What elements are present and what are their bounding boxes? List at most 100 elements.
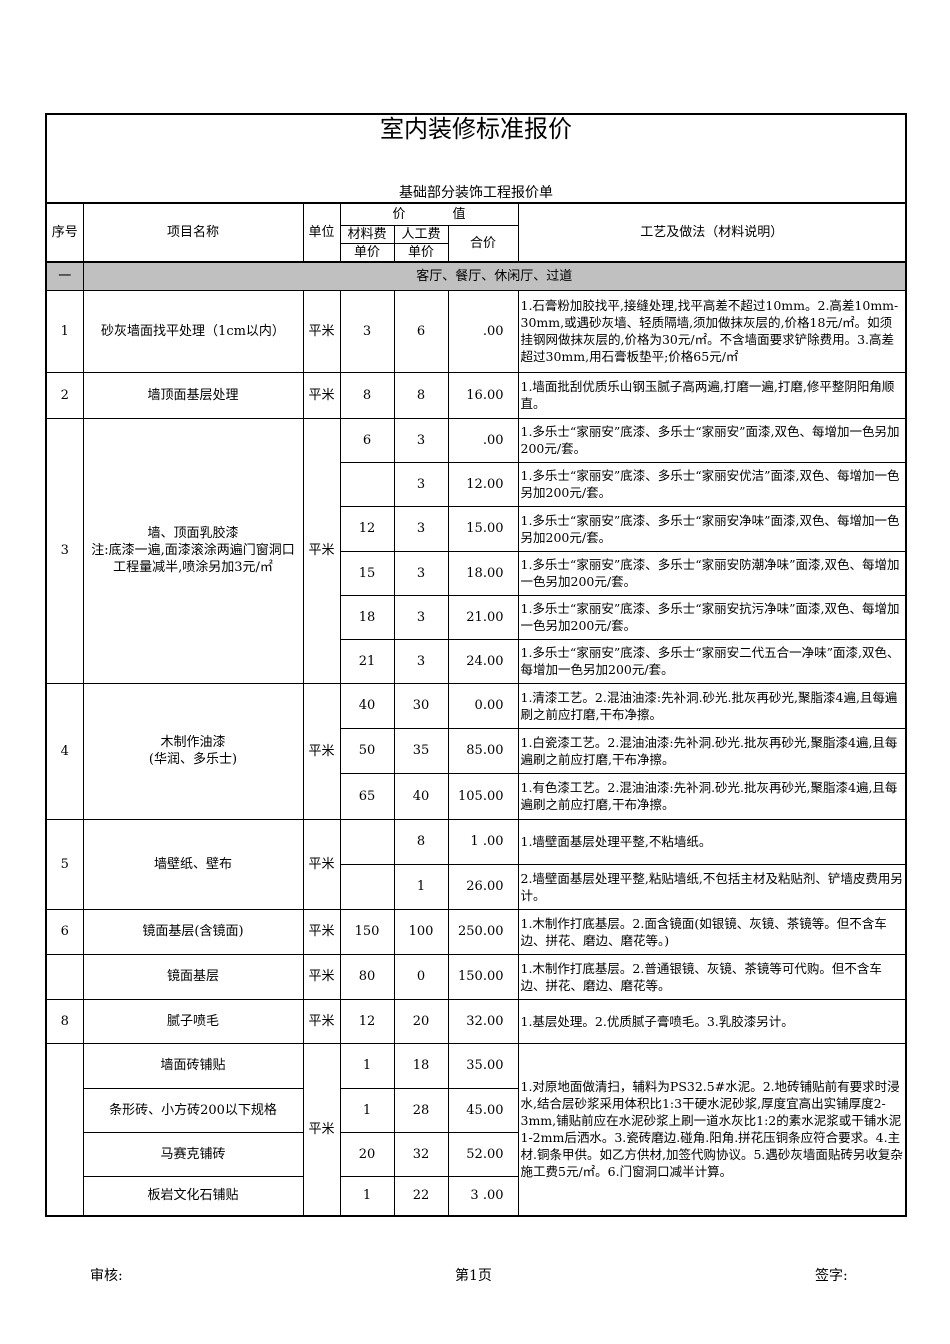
item-description: 1.基层处理。2.优质腻子膏喷毛。3.乳胶漆另计。: [517, 998, 907, 1044]
sign-label: 签字:: [815, 1268, 848, 1284]
labor-unit-price: 3: [393, 594, 449, 640]
item-description: 1.对原地面做清扫，辅料为PS32.5#水泥。2.地砖铺贴前有要求时浸水,结合层…: [517, 1042, 907, 1217]
header-total: 合价: [447, 224, 519, 262]
table-row: 板岩文化石铺贴 1 22 3 .00: [46, 1175, 906, 1217]
labor-unit-price: 3: [393, 461, 449, 507]
item-no: [45, 953, 84, 1000]
item-description: 1.有色漆工艺。2.混油油漆:先补洞.砂光.批灰再砂光,聚脂漆4遍,且每遍刷之前…: [517, 772, 907, 820]
section-name: 客厅、餐厅、休闲厅、过道: [82, 260, 907, 291]
material-unit-price: 12: [339, 505, 395, 552]
page-subtitle: 基础部分装饰工程报价单: [399, 185, 554, 201]
material-unit-price: 20: [339, 1131, 395, 1177]
total-price: 24.00: [447, 638, 519, 684]
item-unit: 平米: [302, 417, 341, 684]
material-unit-price: 8: [339, 371, 395, 419]
material-unit-price: 12: [339, 998, 395, 1044]
total-price: 52.00: [447, 1131, 519, 1177]
header-labor: 人工费: [393, 224, 449, 244]
header-unit-price-material: 单价: [339, 242, 395, 262]
material-unit-price: 1: [339, 1175, 395, 1217]
material-unit-price: [339, 863, 395, 910]
item-description: 1.多乐士“家丽安”底漆、多乐士“家丽安二代五合一净味”面漆,双色、每增加一色另…: [517, 638, 907, 684]
total-price: 12.00: [447, 461, 519, 507]
table-row: 3 墙、顶面乳胶漆 注:底漆一遍,面漆滚涂两遍门窗洞口工程量减半,喷涂另加3元/㎡…: [45, 417, 907, 684]
labor-unit-price: 40: [393, 772, 449, 820]
material-unit-price: [339, 818, 395, 865]
total-price: 105.00: [447, 772, 519, 820]
title-block: 室内装修标准报价 基础部分装饰工程报价单: [45, 113, 907, 204]
table-row: 15 3 18.00 1.多乐士“家丽安”底漆、多乐士“家丽安防潮净味”面漆,双色、每…: [46, 550, 907, 596]
item-name: 板岩文化石铺贴: [82, 1175, 304, 1217]
review-label: 审核:: [90, 1268, 123, 1284]
total-price: .00: [447, 289, 519, 373]
total-price: 16.00: [447, 371, 519, 419]
item-name: 墙、顶面乳胶漆 注:底漆一遍,面漆滚涂两遍门窗洞口工程量减半,喷涂另加3元/㎡: [82, 417, 304, 684]
header-name: 项目名称: [82, 202, 304, 262]
page-title: 室内装修标准报价: [380, 115, 573, 143]
table-row: 4 木制作油漆 (华润、多乐士) 平米 40 30 0.00 1.清漆工艺。2.混油油漆:先…: [45, 682, 907, 820]
material-unit-price: 80: [339, 953, 395, 1000]
labor-unit-price: 0: [393, 953, 449, 1000]
table-row: 65 40 105.00 1.有色漆工艺。2.混油油漆:先补洞.砂光.批灰再砂光,聚脂…: [46, 772, 907, 820]
item-description: 1.木制作打底基层。2.面含镜面(如银镜、灰镜、茶镜等。但不含车边、拼花、磨边、…: [517, 908, 907, 955]
item-name: 条形砖、小方砖200以下规格: [82, 1087, 304, 1133]
total-price: 32.00: [447, 998, 519, 1044]
table-row: 21 3 24.00 1.多乐士“家丽安”底漆、多乐士“家丽安二代五合一净味”面漆,双…: [46, 638, 907, 684]
item-name: 墙顶面基层处理: [82, 371, 304, 419]
material-unit-price: 50: [339, 727, 395, 774]
header-price-value: 价值: [339, 202, 519, 226]
header-material: 材料费: [339, 224, 395, 244]
material-unit-price: 150: [339, 908, 395, 955]
labor-unit-price: 20: [393, 998, 449, 1044]
item-unit: 平米: [302, 289, 341, 373]
page-number: 第1页: [455, 1268, 492, 1284]
item-unit: 平米: [302, 682, 341, 820]
item-no: [45, 1042, 84, 1217]
labor-unit-price: 18: [393, 1042, 449, 1089]
item-no: 5: [45, 818, 84, 910]
table-row: 1 26.00 2.墙壁面基层处理平整,粘贴墙纸,不包括主材及粘贴剂、铲墙皮费用另计…: [46, 863, 907, 910]
section-row: 一 客厅、餐厅、休闲厅、过道: [45, 260, 907, 291]
item-description: 1.多乐士“家丽安”底漆、多乐士“家丽安优洁”面漆,双色、每增加一色另加200元…: [517, 461, 907, 507]
total-price: 15.00: [447, 505, 519, 552]
item-unit: 平米: [302, 908, 341, 955]
table-row: 镜面基层 平米 80 0 150.00 1.木制作打底基层。2.普通银镜、灰镜、茶镜等可代…: [45, 953, 907, 1000]
total-price: 45.00: [447, 1087, 519, 1133]
item-description: 2.墙壁面基层处理平整,粘贴墙纸,不包括主材及粘贴剂、铲墙皮费用另计。: [517, 863, 907, 910]
item-description: 1.多乐士“家丽安”底漆、多乐士“家丽安净味”面漆,双色、每增加一色另加200元…: [517, 505, 907, 552]
item-unit: 平米: [302, 998, 341, 1044]
item-name: 腻子喷毛: [82, 998, 304, 1044]
item-no: 3: [45, 417, 84, 684]
labor-unit-price: 28: [393, 1087, 449, 1133]
table-row: 6 镜面基层(含镜面) 平米 150 100 250.00 1.木制作打底基层。2.面含镜面…: [45, 908, 907, 955]
labor-unit-price: 3: [393, 638, 449, 684]
item-description: 1.多乐士“家丽安”底漆、多乐士“家丽安”面漆,双色、每增加一色另加200元/套…: [517, 417, 907, 463]
header-unit-price-labor: 单价: [393, 242, 449, 262]
labor-unit-price: 35: [393, 727, 449, 774]
item-name: 砂灰墙面找平处理（1cm以内）: [82, 289, 304, 373]
material-unit-price: 40: [339, 682, 395, 729]
material-unit-price: [339, 461, 395, 507]
labor-unit-price: 8: [393, 818, 449, 865]
item-no: 8: [45, 998, 84, 1044]
table-row: 18 3 21.00 1.多乐士“家丽安”底漆、多乐士“家丽安抗污净味”面漆,双色、每…: [46, 594, 907, 640]
item-description: 1.白瓷漆工艺。2.混油油漆:先补洞.砂光.批灰再砂光,聚脂漆4遍,且每遍刷之前…: [517, 727, 907, 774]
item-description: 1.墙壁面基层处理平整,不粘墙纸。: [517, 818, 907, 865]
material-unit-price: 3: [339, 289, 395, 373]
item-name: 墙面砖铺贴: [82, 1042, 304, 1089]
item-no: 4: [45, 682, 84, 820]
section-no: 一: [45, 260, 84, 291]
material-unit-price: 6: [339, 417, 395, 463]
table-row: 8 腻子喷毛 平米 12 20 32.00 1.基层处理。2.优质腻子膏喷毛。3.乳胶漆另计…: [45, 998, 907, 1044]
total-price: .00: [447, 417, 519, 463]
table-row: 12 3 15.00 1.多乐士“家丽安”底漆、多乐士“家丽安净味”面漆,双色、每增加…: [46, 505, 907, 552]
labor-unit-price: 30: [393, 682, 449, 729]
total-price: 85.00: [447, 727, 519, 774]
total-price: 1 .00: [447, 818, 519, 865]
labor-unit-price: 8: [393, 371, 449, 419]
item-description: 1.墙面批刮优质乐山钢玉腻子高两遍,打磨一遍,打磨,修平整阴阳角顺直。: [517, 371, 907, 419]
labor-unit-price: 6: [393, 289, 449, 373]
header-value-char: 值: [452, 206, 466, 222]
header-unit: 单位: [302, 202, 341, 262]
material-unit-price: 18: [339, 594, 395, 640]
